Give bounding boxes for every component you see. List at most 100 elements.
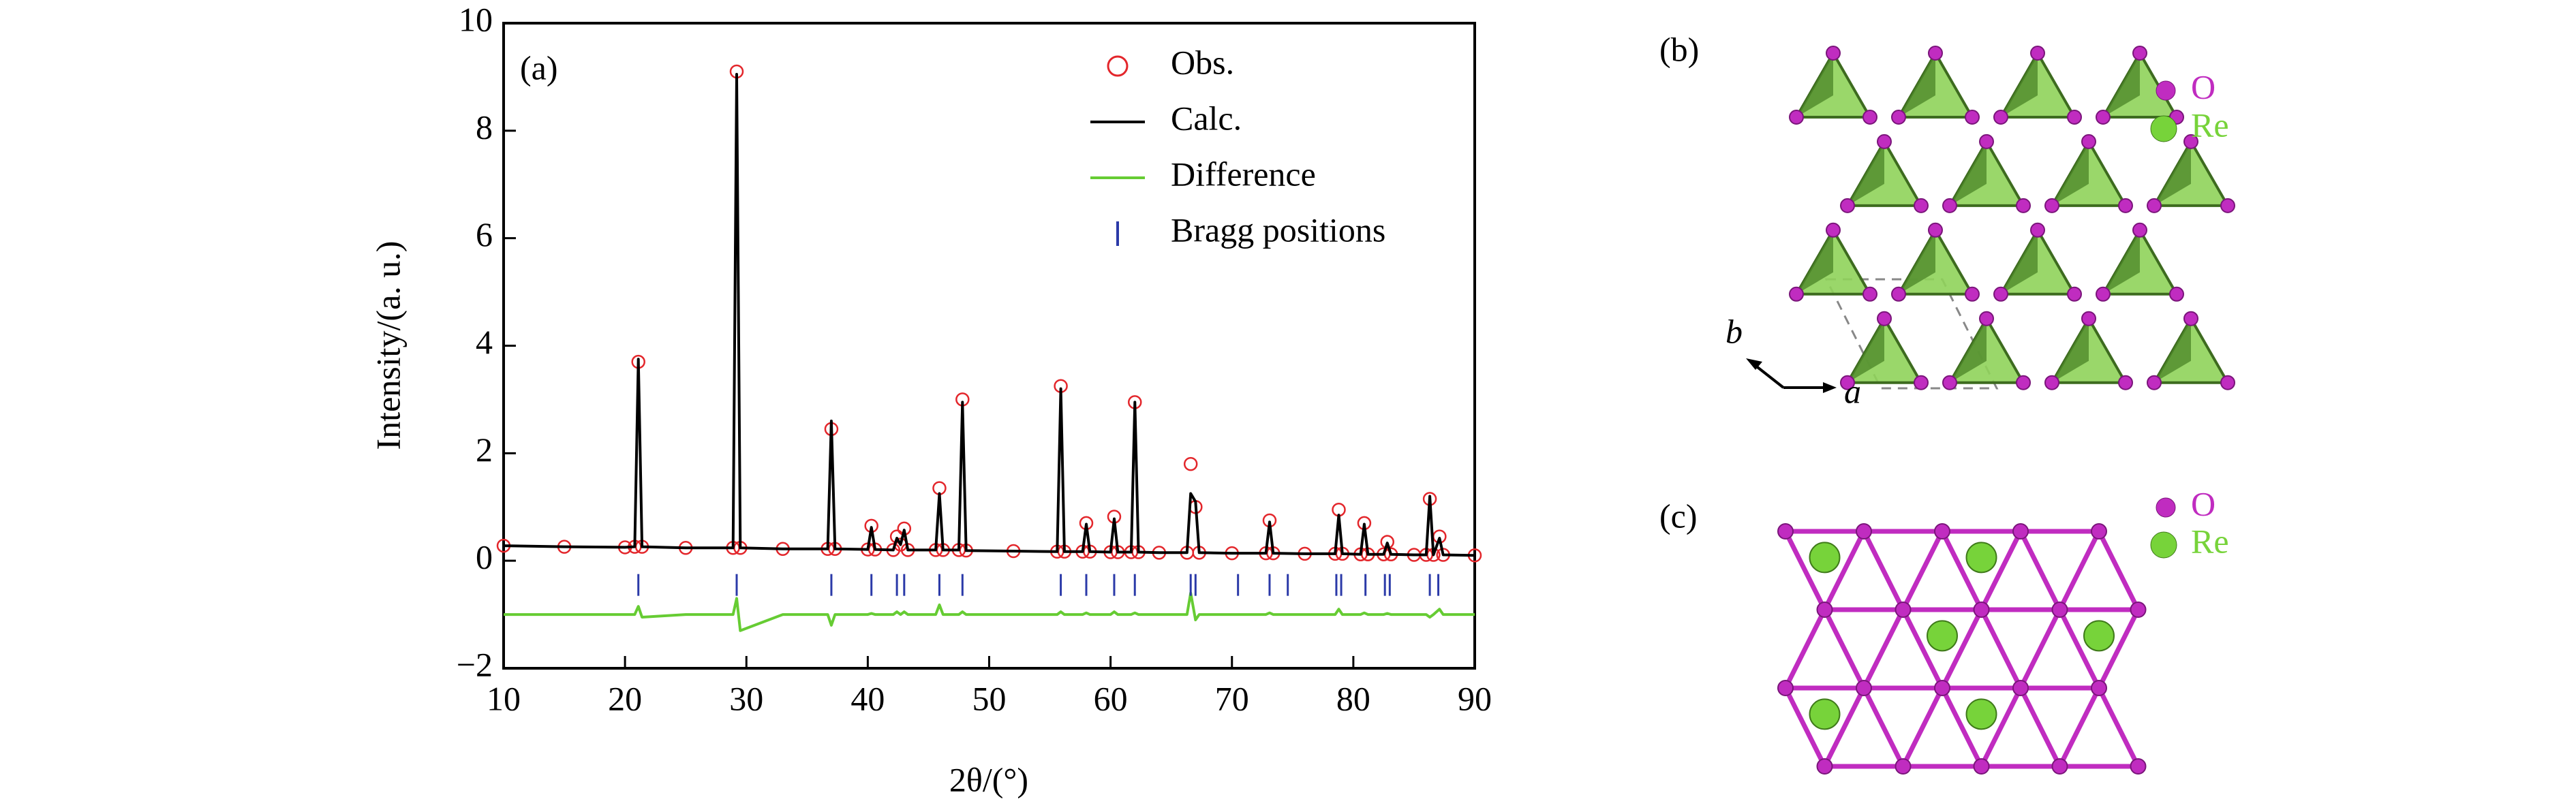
x-tick-label: 90 [1458, 679, 1492, 717]
o-atom [2091, 523, 2107, 540]
o-atom [2147, 198, 2162, 213]
x-tick-label: 60 [1094, 679, 1128, 717]
bond [1939, 530, 1984, 611]
axis-name: a [1844, 372, 1861, 410]
o-atom [1914, 198, 1929, 213]
o-atom [2051, 758, 2068, 775]
legend-label: Bragg positions [1171, 210, 1385, 249]
o-atom [2081, 134, 2096, 149]
x-tick-label: 80 [1336, 679, 1370, 717]
o-atom [1934, 523, 1950, 540]
o-atom [2220, 375, 2235, 390]
panel-label: (c) [1659, 497, 1698, 535]
octahedron-shade [1950, 141, 1987, 206]
o-atom [2067, 286, 2082, 302]
o-atom [2130, 602, 2147, 618]
re-atom [2083, 620, 2115, 652]
legend-label: Re [2191, 106, 2229, 144]
y-tick-label: 0 [476, 538, 493, 576]
o-atom [2220, 198, 2235, 213]
bond [2018, 530, 2062, 611]
unit-cell [1824, 278, 1999, 390]
octahedron-shade [2103, 53, 2140, 117]
bond [1822, 608, 1867, 689]
octahedron-shade [1899, 230, 1935, 294]
re-atom [1965, 698, 1997, 730]
y-tick-label: 6 [476, 215, 493, 253]
o-atom [2067, 110, 2082, 125]
arrow-head [1823, 382, 1837, 393]
bond [1822, 687, 1867, 768]
panel-b [1789, 46, 2235, 390]
bond [1901, 530, 1945, 611]
bond [1979, 530, 2023, 611]
octahedron-shade [2052, 141, 2089, 206]
bond [1783, 687, 1827, 768]
o-atom [1777, 523, 1794, 540]
series-line [503, 73, 1475, 557]
x-axis-label: 2θ/(°) [949, 760, 1028, 798]
bond [1901, 608, 1945, 689]
o-atom [1965, 110, 1980, 125]
bond [1939, 608, 1984, 689]
octahedron-shade [1796, 230, 1833, 294]
bond [1979, 687, 2023, 768]
y-tick-label: 10 [459, 0, 493, 38]
octahedron-shade [2001, 230, 2038, 294]
octahedron-shade [2001, 53, 2038, 117]
o-atom [1862, 110, 1877, 125]
o-atom [1914, 375, 1929, 390]
bond [2057, 530, 2102, 611]
o-atom [1942, 198, 1957, 213]
o-atom [1840, 375, 1855, 390]
o-atom [2130, 758, 2147, 775]
bond [1861, 530, 1905, 611]
o-atom [1993, 110, 2008, 125]
y-tick-label: 4 [476, 323, 493, 361]
re-atom [1927, 620, 1958, 652]
re-atom [1965, 542, 1997, 574]
legend-label: Obs. [1171, 43, 1234, 81]
o-atom [2081, 311, 2096, 326]
o-atom [2016, 375, 2031, 390]
bond [2057, 608, 2102, 689]
o-atom [2132, 222, 2147, 238]
legend-label: O [2191, 484, 2215, 522]
o-atom [1993, 286, 2008, 302]
o-atom [1942, 375, 1957, 390]
o-atom [2091, 680, 2107, 696]
x-tick-label: 20 [608, 679, 642, 717]
axis-name: b [1726, 312, 1743, 350]
o-atom [1826, 222, 1841, 238]
x-tick-label: 50 [972, 679, 1007, 717]
bond [1861, 608, 1905, 689]
o-atom [2044, 198, 2059, 213]
legend-label: Difference [1171, 155, 1316, 193]
legend-symbol [2150, 115, 2177, 142]
plot-frame [502, 22, 1476, 670]
octahedron-shade [2154, 318, 2191, 383]
o-atom [1928, 222, 1943, 238]
o-atom [2096, 286, 2111, 302]
o-atom [1789, 110, 1804, 125]
legend-symbol [2156, 80, 2176, 101]
octahedron-shade [2052, 318, 2089, 383]
obs-point [1183, 456, 1198, 471]
bond [2018, 608, 2062, 689]
bond [1979, 608, 2023, 689]
series-line [504, 591, 1475, 632]
o-atom [1840, 198, 1855, 213]
o-atom [1973, 602, 1990, 618]
o-atom [2169, 286, 2184, 302]
o-atom [1877, 311, 1892, 326]
bond [2096, 608, 2141, 689]
o-atom [1891, 286, 1906, 302]
o-atom [1777, 680, 1794, 696]
o-atom [2051, 602, 2068, 618]
bond [1783, 608, 1827, 689]
arrow-head [1746, 358, 1762, 370]
octahedron-shade [2154, 141, 2191, 206]
o-atom [2118, 375, 2133, 390]
o-atom [1862, 286, 1877, 302]
